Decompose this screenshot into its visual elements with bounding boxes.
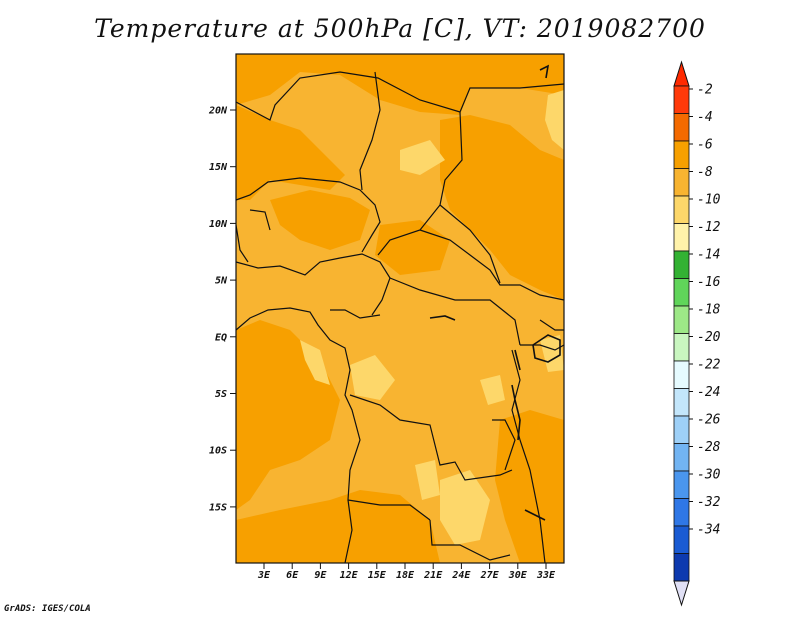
lakes	[429, 64, 561, 521]
colorbar-swatch	[673, 443, 690, 472]
lon-label: 24E	[451, 570, 471, 581]
map-frame	[235, 53, 565, 564]
lat-label: EQ	[215, 332, 227, 343]
colorbar-label: -8	[697, 165, 713, 180]
colorbar-label: -4	[697, 110, 713, 125]
lon-label: 27E	[480, 570, 500, 581]
colorbar-swatch	[673, 305, 690, 334]
colorbar-swatch	[673, 223, 690, 252]
colorbar-swatch	[673, 470, 690, 499]
lon-label: 3E	[257, 570, 271, 581]
colorbar-swatch	[673, 85, 690, 114]
colorbar-label: -12	[697, 220, 721, 235]
lon-label: 9E	[314, 570, 327, 581]
lat-label: 10S	[209, 446, 227, 457]
colorbar-label: -26	[697, 413, 721, 428]
lon-label: 6E	[286, 570, 299, 581]
colorbar-label: -16	[697, 275, 721, 290]
lat-label: 15S	[209, 502, 227, 513]
temperature-field	[236, 54, 564, 563]
latitude-axis: 20N 15N 10N 5N EQ 5S 10S 15S	[208, 106, 236, 513]
colorbar-swatch	[673, 195, 690, 224]
credit-text: GrADS: IGES/COLA	[4, 604, 91, 614]
longitude-axis: 3E 6E 9E 12E 15E 18E 21E 24E 27E 30E 33E	[257, 563, 556, 581]
map-title: Temperature at 500hPa [C], VT: 201908270…	[94, 14, 706, 43]
colorbar-swatch	[673, 415, 690, 444]
lon-label: 18E	[396, 570, 415, 581]
lat-label: 5S	[215, 389, 227, 400]
lat-label: 15N	[209, 162, 228, 173]
colorbar-swatch	[673, 168, 690, 197]
colorbar-swatch	[673, 360, 690, 389]
colorbar-swatch	[673, 250, 690, 279]
colorbar-label: -28	[697, 440, 721, 455]
colorbar-label: -34	[697, 523, 720, 538]
lon-label: 21E	[423, 570, 443, 581]
colorbar-label: -6	[697, 138, 713, 153]
colorbar-swatch	[673, 498, 690, 527]
lat-label: 20N	[208, 106, 228, 117]
colorbar-swatch	[673, 113, 690, 142]
lon-label: 33E	[536, 570, 556, 581]
lon-label: 15E	[368, 570, 387, 581]
lon-label: 12E	[340, 570, 359, 581]
country-borders	[235, 71, 565, 564]
colorbar-swatch	[673, 278, 690, 307]
colorbar-label: -22	[697, 358, 721, 373]
colorbar-label: -20	[697, 330, 721, 345]
colorbar-label: -18	[697, 303, 721, 318]
colorbar-swatch	[673, 140, 690, 169]
colorbar-label: -2	[697, 83, 713, 98]
colorbar-max-arrow	[673, 60, 690, 87]
colorbar-label: -14	[697, 248, 720, 263]
colorbar-swatch	[673, 333, 690, 362]
colorbar-swatch	[673, 525, 690, 554]
colorbar-label: -10	[697, 193, 721, 208]
colorbar-swatch	[673, 388, 690, 417]
colorbar-label: -30	[697, 468, 721, 483]
colorbar-label: -24	[697, 385, 720, 400]
lat-label: 5N	[215, 276, 228, 287]
colorbar-swatch	[673, 553, 690, 582]
colorbar: -2 -4 -6 -8 -10 -12 -14 -16 -18 -20 -22 -24 -26 -28 -3…	[673, 60, 721, 607]
colorbar-label: -32	[697, 495, 721, 510]
lat-label: 10N	[209, 219, 228, 230]
lon-label: 30E	[508, 570, 528, 581]
colorbar-min-arrow	[673, 580, 690, 607]
